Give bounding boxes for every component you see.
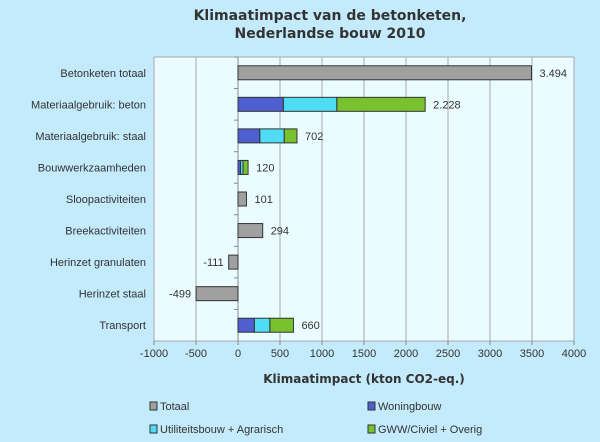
bar-segment (228, 254, 239, 270)
bar-segment (237, 128, 261, 144)
x-tick-label: 2000 (394, 348, 418, 360)
x-tick-label: -500 (185, 348, 207, 360)
category-label: Herinzet granulaten (50, 257, 146, 269)
bar-segment (237, 223, 264, 239)
x-tick-label: 1000 (310, 348, 334, 360)
legend-label: GWW/Civiel + Overig (378, 424, 482, 436)
x-axis-label: Klimaatimpact (kton CO2-eq.) (263, 372, 465, 386)
legend-label: Utiliteitsbouw + Agrarisch (160, 424, 283, 436)
bar-segment (269, 317, 294, 333)
bar-segment (282, 96, 338, 112)
x-tick-label: 3500 (520, 348, 544, 360)
data-label: 3.494 (539, 68, 567, 80)
legend-swatch (367, 424, 376, 434)
category-label: Betonketen totaal (60, 68, 146, 80)
chart-title-line2: Nederlandse bouw 2010 (235, 26, 426, 42)
bar-segment (259, 128, 285, 144)
legend-label: Woningbouw (378, 401, 441, 413)
legend-swatch (149, 424, 158, 434)
category-label: Materiaalgebruik: beton (31, 99, 146, 111)
chart-title-line1: Klimaatimpact van de betonketen, (194, 8, 467, 24)
data-label: 702 (305, 131, 323, 143)
category-label: Bouwwerkzaamheden (38, 162, 146, 174)
legend-swatch (367, 401, 376, 411)
bar-segment (195, 286, 239, 302)
data-label: 120 (256, 162, 274, 174)
bar-segment (237, 191, 247, 207)
category-label: Herinzet staal (79, 289, 146, 301)
data-label: -111 (203, 257, 223, 269)
x-tick-label: 4000 (562, 348, 586, 360)
x-tick-label: 500 (271, 348, 289, 360)
category-label: Materiaalgebruik: staal (35, 131, 146, 143)
category-label: Sloopactiviteiten (66, 194, 146, 206)
data-label: 294 (271, 226, 289, 238)
bar-segment (242, 159, 249, 175)
bar-segment (253, 317, 271, 333)
bar-segment (237, 65, 532, 81)
legend: Totaal Woningbouw Utiliteitsbouw + Agraris… (149, 401, 482, 436)
x-tick-label: -1000 (140, 348, 168, 360)
bar-segment (237, 96, 284, 112)
legend-swatch (149, 401, 158, 411)
x-tick-label: 3000 (478, 348, 502, 360)
bar-segment (283, 128, 298, 144)
x-tick-label: 2500 (436, 348, 460, 360)
x-tick-label: 0 (235, 348, 241, 360)
data-label: -499 (169, 289, 191, 301)
data-label: 101 (254, 194, 272, 206)
bar-segment (237, 317, 255, 333)
data-label: 660 (301, 320, 319, 332)
bar-segment (336, 96, 426, 112)
category-label: Transport (99, 320, 146, 332)
category-label: Breekactiviteiten (65, 226, 146, 238)
legend-label: Totaal (160, 401, 189, 413)
x-tick-label: 1500 (352, 348, 376, 360)
data-label: 2.228 (433, 99, 461, 111)
